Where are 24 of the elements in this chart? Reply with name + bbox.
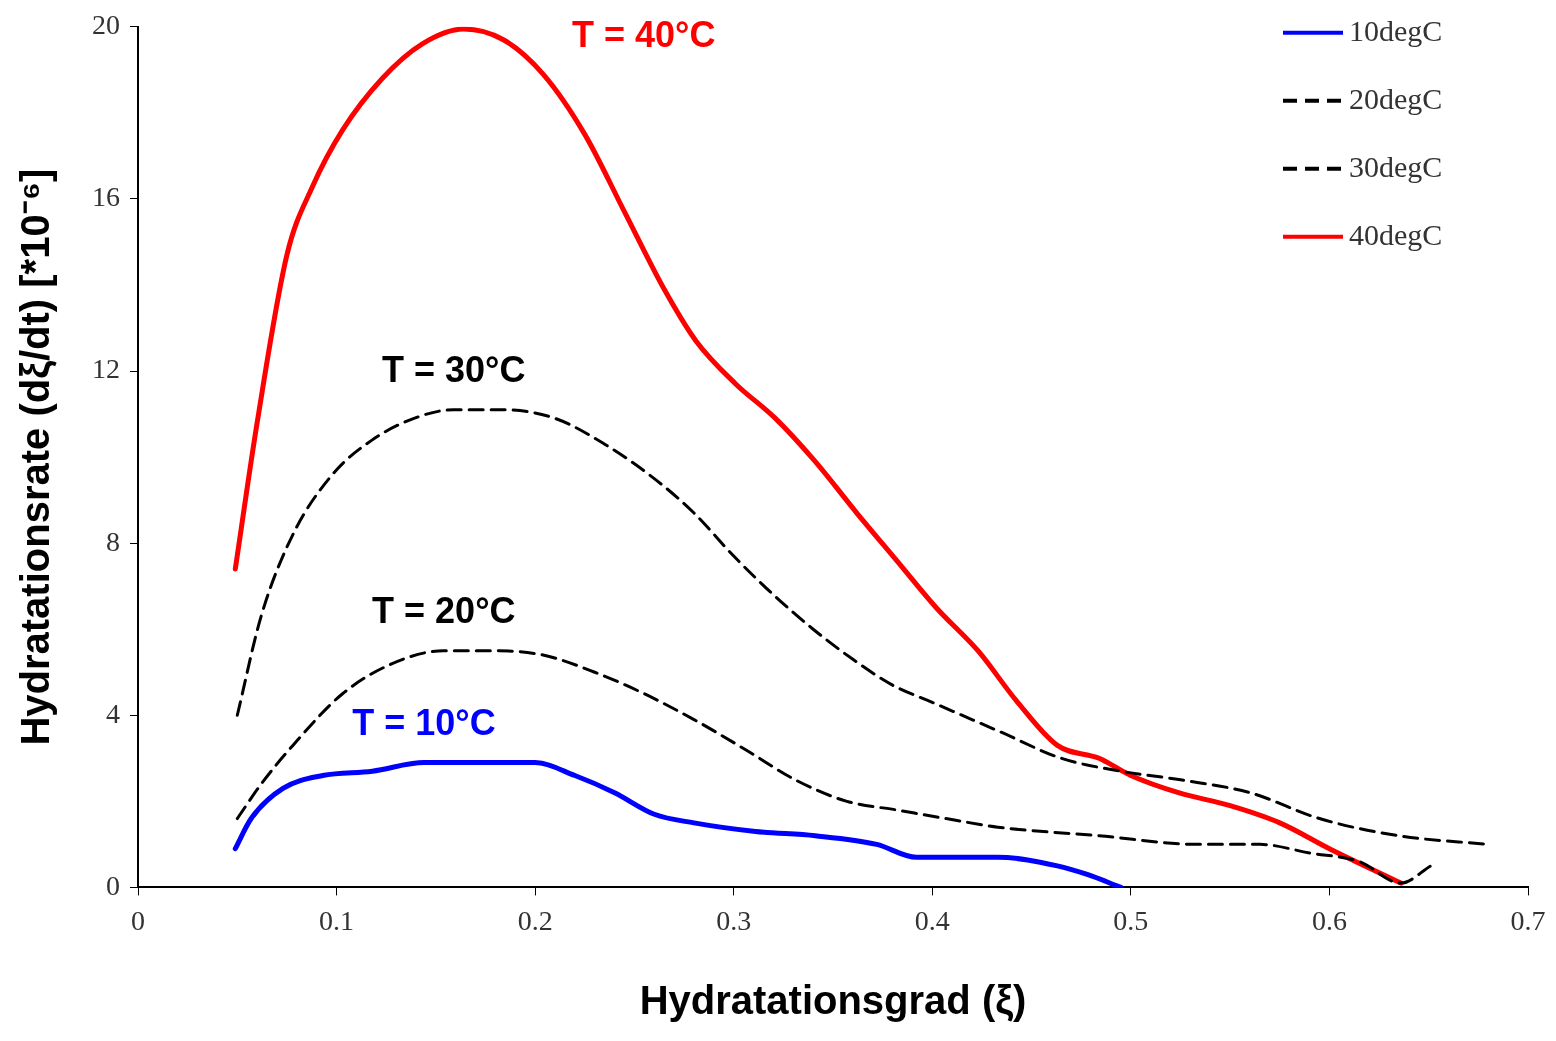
y-tick-label: 0 (106, 869, 120, 901)
x-axis-title: Hydratationsgrad (ξ) (639, 978, 1027, 1023)
x-tick-label: 0.4 (914, 904, 950, 936)
legend-label: 40degC (1349, 217, 1443, 251)
x-tick-label: 0.6 (1311, 904, 1347, 936)
legend-label: 30degC (1349, 149, 1443, 183)
y-tick-label: 16 (92, 181, 120, 213)
annotation: T = 30°C (381, 348, 526, 390)
legend-label: 10degC (1349, 13, 1443, 47)
x-tick-label: 0.5 (1113, 904, 1149, 936)
y-tick-label: 4 (106, 697, 120, 729)
annotation: T = 10°C (352, 701, 496, 743)
x-tick-label: 0.2 (517, 904, 553, 936)
legend-label: 20degC (1349, 81, 1443, 115)
y-axis-title: Hydratationsrate (dξ/dt) [*10⁻⁶] (13, 168, 58, 746)
annotation: T = 20°C (372, 589, 516, 631)
x-tick-label: 0.3 (716, 904, 752, 936)
x-tick-label: 0 (131, 904, 145, 936)
y-tick-label: 8 (106, 525, 120, 557)
x-tick-label: 0.1 (319, 904, 355, 936)
x-tick-label: 0.7 (1510, 904, 1546, 936)
y-tick-label: 20 (92, 9, 120, 41)
annotation: T = 40°C (571, 13, 716, 55)
y-tick-label: 12 (92, 353, 120, 385)
